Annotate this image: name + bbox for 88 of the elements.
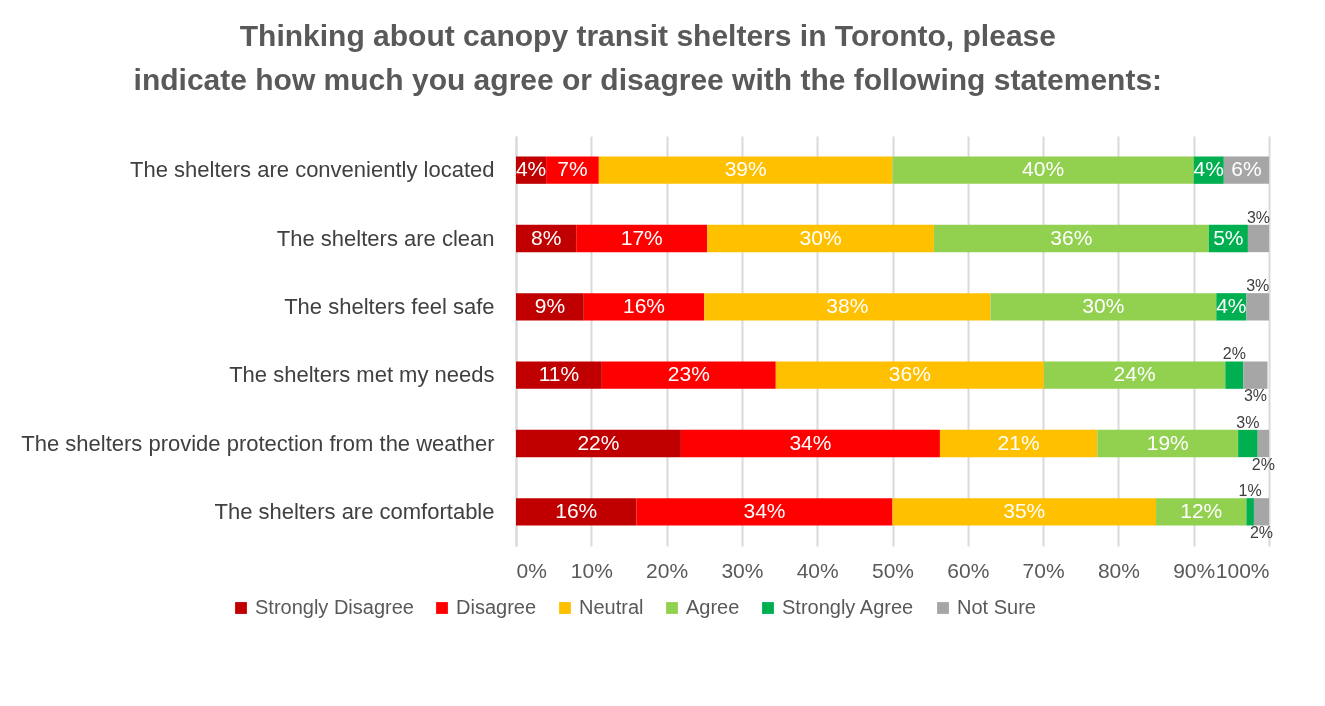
bar <box>1238 429 1258 458</box>
data-label: 2% <box>1249 523 1274 541</box>
y-tick-label: The shelters provide protection from the weather <box>21 430 495 456</box>
y-tick-label: The shelters are conveniently located <box>130 157 495 183</box>
data-label: 5% <box>1213 225 1244 249</box>
x-tick-label: 10% <box>570 558 613 582</box>
data-label: 17% <box>620 225 663 249</box>
x-tick-label: 70% <box>1022 558 1065 582</box>
legend-label: Strongly Disagree <box>255 596 414 618</box>
bar <box>1246 498 1254 526</box>
data-label: 2% <box>1251 455 1275 473</box>
bar <box>576 224 708 253</box>
data-label: 4% <box>1216 293 1247 317</box>
legend-label: Agree <box>686 596 740 618</box>
data-label: 4% <box>515 157 547 181</box>
legend-label: Not Sure <box>957 596 1036 618</box>
data-label: 34% <box>743 498 786 522</box>
x-tick-label: 0% <box>516 558 547 582</box>
bar <box>598 156 893 184</box>
x-tick-label: 20% <box>646 558 689 582</box>
bar <box>704 293 991 321</box>
data-label: 23% <box>667 362 710 386</box>
data-label: 34% <box>789 430 832 454</box>
data-label: 6% <box>1231 157 1262 181</box>
data-label: 7% <box>557 157 588 181</box>
bar <box>1253 498 1269 526</box>
bar <box>1097 429 1239 458</box>
data-label: 3% <box>1246 276 1270 294</box>
bar <box>707 224 934 253</box>
bar <box>1043 361 1226 389</box>
bar <box>1247 224 1269 253</box>
bar <box>583 293 705 321</box>
bar <box>939 429 1098 458</box>
data-label: 3% <box>1243 387 1268 405</box>
data-label: 24% <box>1113 362 1156 386</box>
bar <box>933 224 1209 253</box>
bar <box>1225 361 1244 389</box>
x-tick-label: 40% <box>796 558 839 582</box>
data-label: 16% <box>622 293 666 317</box>
x-tick-label: 90% <box>1173 558 1216 582</box>
data-label: 1% <box>1238 481 1262 499</box>
bar <box>1243 361 1268 389</box>
y-tick-label: The shelters are clean <box>276 225 495 251</box>
data-label: 11% <box>538 362 580 386</box>
bar <box>892 156 1194 184</box>
bar <box>1246 293 1269 321</box>
bar <box>775 361 1044 389</box>
data-label: 3% <box>1236 413 1260 431</box>
y-tick-label: The shelters met my needs <box>229 362 495 388</box>
data-label: 30% <box>799 225 842 249</box>
data-label: 30% <box>1082 293 1125 317</box>
bar <box>680 429 940 458</box>
x-tick-label: 100% <box>1215 558 1270 582</box>
x-tick-label: 50% <box>871 558 915 582</box>
data-label: 21% <box>997 430 1040 454</box>
bar <box>990 293 1217 321</box>
x-tick-label: 60% <box>947 558 990 582</box>
bar <box>636 498 893 526</box>
legend-label: Disagree <box>456 596 537 618</box>
data-label: 8% <box>530 225 562 249</box>
data-label: 19% <box>1146 430 1189 454</box>
y-tick-label: The shelters feel safe <box>284 293 495 319</box>
bar <box>516 429 681 458</box>
data-label: 9% <box>534 293 566 317</box>
x-tick-label: 30% <box>721 558 764 582</box>
x-tick-label: 80% <box>1097 558 1140 582</box>
data-label: 2% <box>1222 345 1246 363</box>
legend-label: Strongly Agree <box>782 596 914 618</box>
bar <box>516 293 584 321</box>
data-label: 39% <box>724 157 767 181</box>
chart-title: Thinking about canopy transit shelters in Toronto, please indicate how much you agree or disagree with the following statements: <box>133 19 1163 96</box>
data-label: 36% <box>1050 225 1093 249</box>
y-tick-label: The shelters are comfortable <box>214 498 495 524</box>
data-label: 40% <box>1022 157 1065 181</box>
bar <box>1156 498 1247 526</box>
data-label: 36% <box>888 362 931 386</box>
data-label: 22% <box>577 430 620 454</box>
bar <box>1257 429 1269 458</box>
data-label: 3% <box>1246 208 1271 226</box>
data-label: 35% <box>1003 498 1046 522</box>
data-label: 16% <box>555 498 598 522</box>
bar <box>892 498 1157 526</box>
data-label: 12% <box>1180 498 1223 522</box>
data-label: 4% <box>1193 157 1224 181</box>
data-label: 38% <box>826 293 869 317</box>
bar <box>601 361 776 389</box>
legend-label: Neutral <box>579 596 644 618</box>
bar <box>516 498 637 526</box>
